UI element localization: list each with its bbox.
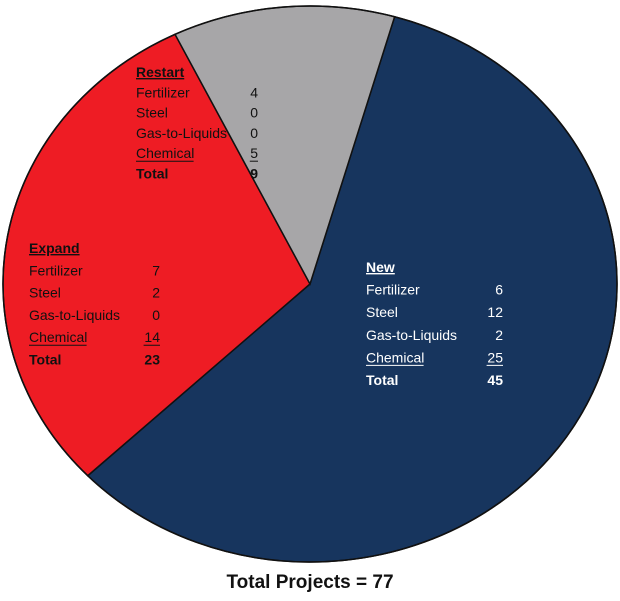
- new-row-fertilizer-label: Fertilizer: [366, 282, 420, 298]
- pie-outline: [2, 5, 618, 563]
- new-total-label: Total: [366, 372, 398, 388]
- restart-row-fertilizer-label: Fertilizer: [136, 84, 190, 100]
- restart-label-title: Restart: [136, 64, 185, 80]
- new-row-chemical-value: 25: [487, 349, 503, 365]
- expand-row-gas-to-liquids-value: 0: [152, 307, 160, 323]
- new-row-fertilizer-value: 6: [495, 282, 503, 298]
- restart-row-fertilizer-value: 4: [250, 84, 258, 100]
- expand-row-steel-value: 2: [152, 285, 160, 301]
- expand-row-chemical-value: 14: [144, 329, 160, 345]
- expand-label-title: Expand: [29, 240, 80, 256]
- expand-row-gas-to-liquids-label: Gas-to-Liquids: [29, 307, 120, 323]
- restart-row-steel-label: Steel: [136, 105, 168, 121]
- expand-row-steel-label: Steel: [29, 285, 61, 301]
- restart-row-gas-to-liquids-value: 0: [250, 125, 258, 141]
- new-total-value: 45: [487, 372, 503, 388]
- expand-total-label: Total: [29, 352, 61, 368]
- restart-row-chemical-label: Chemical: [136, 145, 194, 161]
- expand-total-value: 23: [144, 352, 160, 368]
- new-row-chemical-label: Chemical: [366, 349, 424, 365]
- new-row-gas-to-liquids-value: 2: [495, 327, 503, 343]
- restart-row-steel-value: 0: [250, 105, 258, 121]
- restart-row-chemical-value: 5: [250, 145, 258, 161]
- pie-chart: New Fertilizer 6 Steel 12 Gas-to-Liquids 2 Chem…: [2, 5, 618, 563]
- restart-total-label: Total: [136, 166, 168, 182]
- expand-row-chemical-label: Chemical: [29, 329, 87, 345]
- restart-total-value: 9: [250, 166, 258, 182]
- new-label-title: New: [366, 259, 395, 275]
- new-row-steel-label: Steel: [366, 304, 398, 320]
- new-row-steel-value: 12: [487, 304, 503, 320]
- chart-title: Total Projects = 77: [226, 572, 394, 593]
- expand-row-fertilizer-label: Fertilizer: [29, 262, 83, 278]
- new-row-gas-to-liquids-label: Gas-to-Liquids: [366, 327, 457, 343]
- restart-row-gas-to-liquids-label: Gas-to-Liquids: [136, 125, 227, 141]
- expand-row-fertilizer-value: 7: [152, 262, 160, 278]
